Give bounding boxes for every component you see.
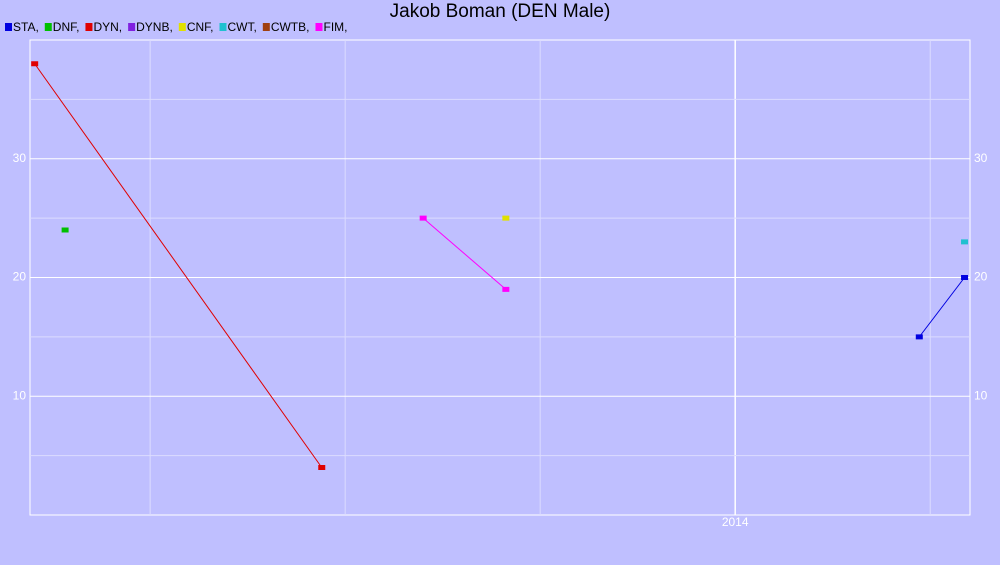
y-tick-label: 20 [13,270,27,284]
legend-swatch [315,23,323,31]
data-point [502,215,510,221]
x-tick-label: 2014 [722,515,749,529]
legend-swatch [44,23,52,31]
legend-swatch [178,23,186,31]
legend-label: DYNB, [136,20,173,34]
legend-label: DNF, [53,20,80,34]
chart-title: Jakob Boman (DEN Male) [390,1,611,22]
series-line [918,277,965,338]
legend-swatch [128,23,136,31]
data-point [318,465,326,470]
series-line [34,63,323,468]
legend-swatch [5,23,12,31]
data-point [31,61,39,67]
legend-swatch [219,23,227,31]
legend-label: STA, [13,20,39,34]
data-point [61,227,69,233]
legend-swatch [262,23,270,31]
legend-label: CNF, [187,20,214,34]
legend-label: FIM, [323,20,347,34]
y-tick-label: 10 [13,388,27,402]
data-point [419,215,427,221]
data-point [961,239,969,245]
y-tick-label-right: 20 [974,270,988,284]
legend-label: DYN, [93,20,122,34]
legend-label: CWT, [227,20,256,34]
series-line [422,217,507,290]
data-point [961,275,969,280]
y-tick-label: 30 [13,151,27,165]
data-point [502,286,510,292]
data-point [915,334,923,340]
y-tick-label-right: 30 [974,151,988,165]
y-tick-label-right: 10 [974,388,988,402]
legend-swatch [85,23,93,31]
legend-label: CWTB, [271,20,310,34]
